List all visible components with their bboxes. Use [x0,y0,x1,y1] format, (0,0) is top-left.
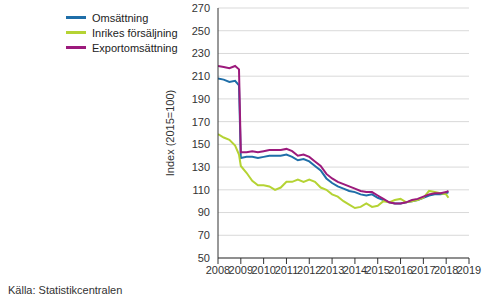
svg-text:2011: 2011 [275,264,299,276]
svg-text:2014: 2014 [343,264,367,276]
html-text:Omsättning: Omsättning [92,11,149,24]
svg-text:2013: 2013 [320,264,344,276]
svg-text:170: 170 [192,116,210,128]
svg-text:Index (2015=100): Index (2015=100) [164,90,176,177]
svg-text:250: 250 [192,25,210,37]
svg-text:2015: 2015 [365,264,389,276]
svg-text:150: 150 [192,138,210,150]
html-text:Exportomsättning: Exportomsättning [92,41,178,54]
svg-text:2010: 2010 [251,264,275,276]
html-text:Källa: Statistikcentralen: Källa: Statistikcentralen [8,284,123,296]
svg-text:90: 90 [198,206,210,218]
svg-text:270: 270 [192,2,210,14]
svg-text:2008: 2008 [206,264,230,276]
html-text:Inrikes försäljning: Inrikes försäljning [92,26,178,39]
svg-text:110: 110 [192,184,210,196]
svg-text:210: 210 [192,70,210,82]
svg-text:230: 230 [192,47,210,59]
svg-text:70: 70 [198,229,210,241]
svg-text:130: 130 [192,161,210,173]
svg-text:190: 190 [192,93,210,105]
svg-text:50: 50 [198,252,210,264]
svg-text:2018: 2018 [434,264,458,276]
svg-text:2016: 2016 [388,264,412,276]
svg-text:2017: 2017 [411,264,435,276]
svg-text:2012: 2012 [297,264,321,276]
svg-text:2019: 2019 [457,264,481,276]
svg-text:2009: 2009 [229,264,253,276]
